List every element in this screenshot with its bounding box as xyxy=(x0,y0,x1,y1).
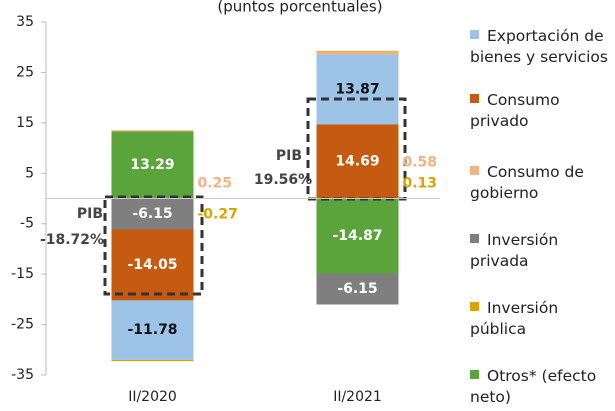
y-tick-label: 25 xyxy=(16,64,34,80)
x-tick-label: II/2021 xyxy=(333,389,382,405)
bar-segment xyxy=(111,229,194,301)
x-tick-label: II/2020 xyxy=(128,389,177,405)
bar-segment xyxy=(111,130,194,132)
annotation-value: -18.72% xyxy=(40,232,104,248)
legend-swatch xyxy=(470,370,479,379)
value-label: -0.27 xyxy=(198,207,238,223)
legend-label: Consumo privado xyxy=(470,91,560,130)
legend-swatch xyxy=(470,302,479,311)
value-label: 14.69 xyxy=(335,153,379,169)
annotation-label: PIB xyxy=(276,148,302,164)
legend-swatch xyxy=(470,30,479,39)
y-tick-label: -5 xyxy=(20,216,34,232)
legend-swatch xyxy=(470,94,479,103)
y-tick-label: 15 xyxy=(16,115,34,131)
legend-swatch xyxy=(470,166,479,175)
bar-segment xyxy=(111,300,194,360)
legend-label: Inversión privada xyxy=(470,231,559,270)
legend-item: Consumo privado xyxy=(470,90,615,132)
pib-box xyxy=(103,195,204,296)
annotation-label: PIB xyxy=(77,206,103,222)
y-tick-label: -15 xyxy=(11,266,34,282)
value-label: -14.87 xyxy=(332,228,382,244)
y-tick-label: -35 xyxy=(11,367,34,383)
y-tick-label: 35 xyxy=(16,14,34,30)
legend-item: Exportación de bienes y servicios xyxy=(470,26,615,68)
legend-item: Otros* (efecto neto) xyxy=(470,366,615,408)
value-label: -6.15 xyxy=(132,206,172,222)
value-label: 0.58 xyxy=(403,155,438,171)
bar-segment xyxy=(316,51,399,55)
value-label: 13.29 xyxy=(130,157,174,173)
legend-item: Inversión pública xyxy=(470,298,615,340)
pib-box xyxy=(306,97,407,201)
bar-segment xyxy=(111,131,194,199)
legend-label: Exportación de bienes y servicios xyxy=(470,27,608,66)
bar-segment xyxy=(111,359,194,362)
bar-segment xyxy=(316,124,399,199)
legend-item: Consumo de gobierno xyxy=(470,162,615,204)
y-tick-label: -25 xyxy=(11,317,34,333)
value-label: 0.13 xyxy=(403,176,438,192)
bar-segment xyxy=(111,198,194,230)
y-tick-label: 5 xyxy=(25,165,34,181)
legend-swatch xyxy=(470,234,479,243)
legend-item: Inversión privada xyxy=(470,230,615,272)
chart-subtitle: (puntos porcentuales) xyxy=(217,0,382,16)
bar-segment xyxy=(316,273,399,305)
bar-segment xyxy=(316,54,399,125)
bar-segment xyxy=(316,50,399,52)
value-label: 0.25 xyxy=(198,176,233,192)
legend-label: Consumo de gobierno xyxy=(470,163,584,202)
value-label: -11.78 xyxy=(127,322,177,338)
value-label: -14.05 xyxy=(127,257,177,273)
annotation-value: 19.56% xyxy=(254,172,312,188)
bar-segment xyxy=(316,198,399,274)
legend-label: Otros* (efecto neto) xyxy=(470,367,597,406)
value-label: 13.87 xyxy=(335,81,379,97)
value-label: -6.15 xyxy=(337,281,377,297)
legend-label: Inversión pública xyxy=(470,299,559,338)
